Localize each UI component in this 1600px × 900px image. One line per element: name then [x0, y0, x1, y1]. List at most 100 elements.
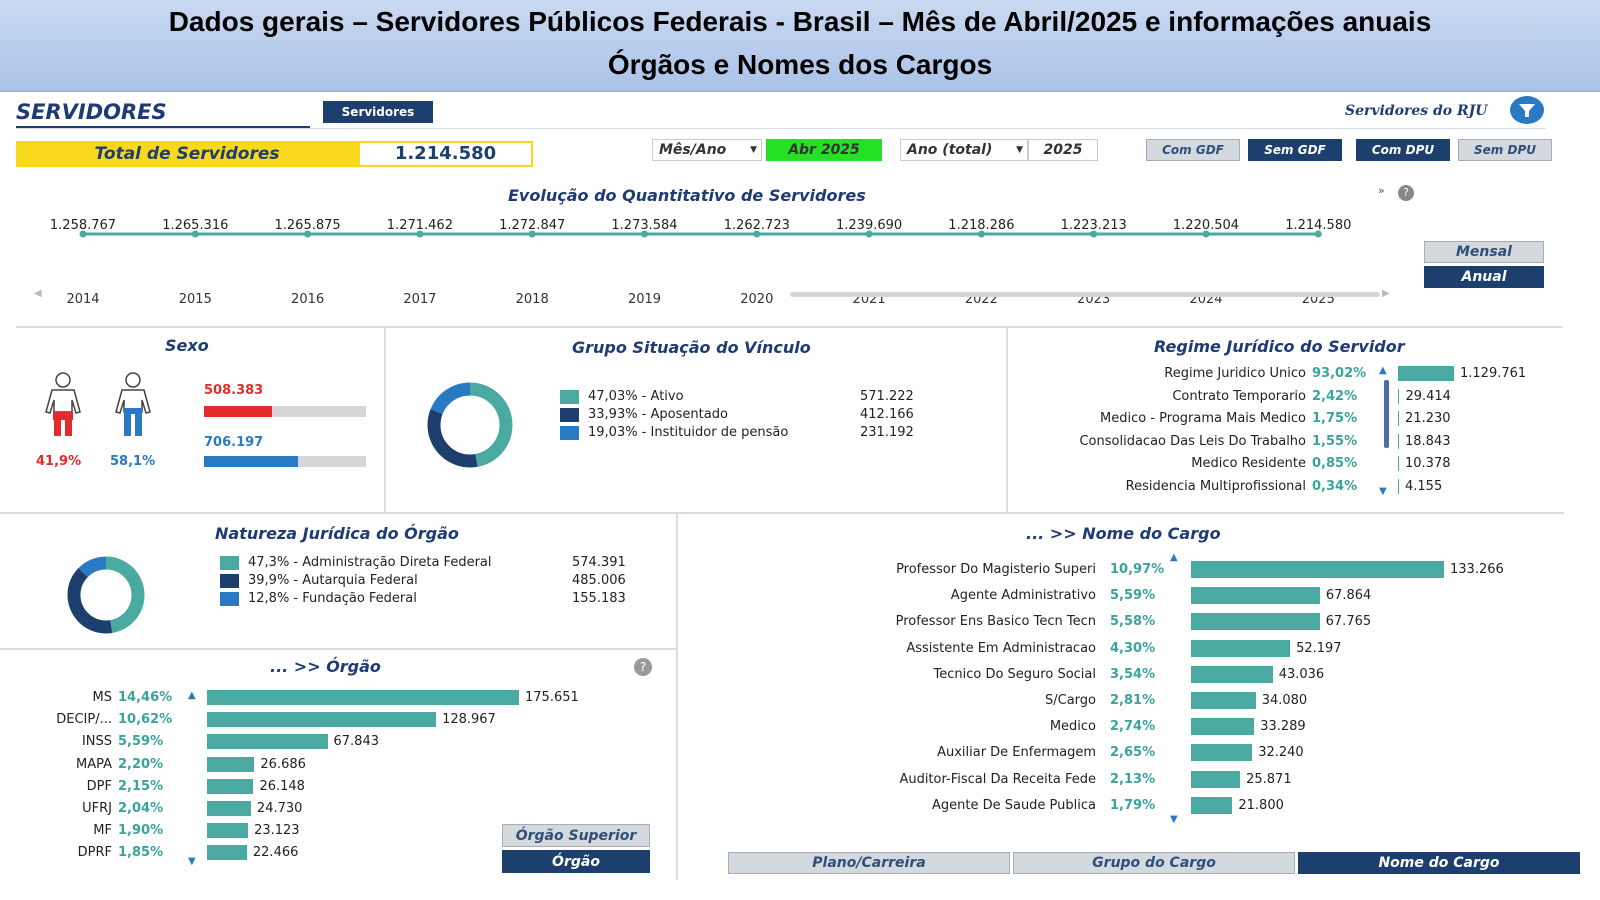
anual-button[interactable]: Anual — [1424, 266, 1544, 288]
data-label: 1.262.723 — [723, 218, 790, 233]
orgao-label: DPF — [86, 778, 112, 794]
regime-label: Consolidacao Das Leis Do Trabalho — [1079, 433, 1306, 449]
cargo-label: Agente De Saude Publica — [931, 797, 1096, 813]
mes-ano-value[interactable]: Abr 2025 — [766, 139, 882, 161]
row-divider — [16, 326, 1562, 328]
help-icon[interactable]: ? — [634, 658, 652, 676]
tab-grupo-cargo[interactable]: Grupo do Cargo — [1013, 852, 1295, 874]
male-icon — [110, 372, 156, 442]
regime-scrollbar[interactable] — [1384, 380, 1389, 448]
data-point[interactable] — [641, 230, 648, 238]
legend-label: 19,03% - Instituidor de pensão — [588, 425, 789, 440]
mes-ano-select[interactable]: Mês/Ano ▼ — [652, 139, 762, 161]
legend-value: 412.166 — [860, 407, 914, 422]
com-dpu-button[interactable]: Com DPU — [1356, 139, 1450, 161]
cargo-pct: 10,97% — [1110, 562, 1165, 577]
scroll-left-icon[interactable]: ◀ — [34, 288, 42, 299]
filter-icon[interactable] — [1510, 96, 1544, 124]
regime-pct: 0,34% — [1312, 478, 1358, 494]
orgao-pct: 5,59% — [118, 734, 164, 750]
data-point[interactable] — [416, 230, 424, 238]
scroll-down-icon[interactable]: ▼ — [1170, 814, 1178, 825]
scroll-up-icon[interactable]: ▲ — [1379, 365, 1387, 376]
help-icon[interactable]: ? — [1398, 185, 1414, 201]
orgao-label: INSS — [81, 734, 112, 750]
data-point[interactable] — [304, 230, 312, 238]
orgao-pct: 2,04% — [118, 801, 164, 816]
data-point[interactable] — [1090, 230, 1098, 238]
cargo-pct: 2,74% — [1110, 719, 1156, 735]
total-label: Total de Servidores — [16, 141, 358, 167]
legend-label: 47,3% - Administração Direta Federal — [248, 555, 492, 570]
cargo-value: 21.800 — [1238, 797, 1284, 813]
orgao-label: DPRF — [77, 845, 112, 861]
donut-slice[interactable] — [427, 382, 513, 468]
data-point[interactable] — [191, 230, 199, 238]
donut-slice[interactable] — [427, 382, 513, 468]
scroll-up-icon[interactable]: ▲ — [1170, 552, 1178, 563]
scroll-down-icon[interactable]: ▼ — [1379, 486, 1387, 497]
scroll-down-icon[interactable]: ▼ — [188, 856, 196, 867]
bar — [1191, 692, 1256, 709]
data-point[interactable] — [1202, 230, 1210, 238]
tab-servidores[interactable]: Servidores — [323, 101, 433, 123]
natureza-donut — [67, 556, 145, 634]
legend-value: 571.222 — [860, 389, 914, 404]
bar — [1398, 388, 1400, 404]
data-label: 1.214.580 — [1285, 218, 1352, 233]
orgao-label: DECIP/... — [56, 712, 112, 728]
orgao-title: ... >> Órgão — [270, 657, 381, 676]
ano-value[interactable]: 2025 — [1028, 139, 1098, 161]
legend-value: 231.192 — [860, 425, 914, 440]
data-point[interactable] — [79, 230, 87, 238]
orgao-pct: 1,85% — [118, 845, 164, 861]
scroll-up-icon[interactable]: ▲ — [188, 690, 196, 701]
data-label: 1.239.690 — [836, 218, 903, 233]
mensal-button[interactable]: Mensal — [1424, 241, 1544, 263]
sem-gdf-button[interactable]: Sem GDF — [1248, 139, 1342, 161]
natureza-legend: 47,3% - Administração Direta Federal 574.… — [220, 555, 640, 616]
orgao-pct: 10,62% — [118, 712, 173, 728]
expand-icon[interactable]: » — [1378, 184, 1385, 197]
legend-value: 574.391 — [572, 555, 626, 570]
orgao-button[interactable]: Órgão — [502, 850, 650, 873]
data-point[interactable] — [865, 230, 873, 238]
orgao-value: 23.123 — [254, 823, 300, 839]
orgao-label: MS — [92, 690, 112, 705]
col-divider — [1006, 326, 1008, 514]
chevron-down-icon: ▼ — [1016, 145, 1023, 155]
timeline-scrollbar[interactable] — [790, 292, 1380, 297]
tab-plano-carreira[interactable]: Plano/Carreira — [728, 852, 1010, 874]
legend-value: 485.006 — [572, 573, 626, 588]
data-point[interactable] — [528, 230, 536, 238]
regime-value: 21.230 — [1405, 411, 1451, 426]
regime-label: Medico - Programa Mais Medico — [1100, 411, 1306, 426]
orgao-superior-button[interactable]: Órgão Superior — [502, 824, 650, 847]
cargo-title: ... >> Nome do Cargo — [1026, 524, 1221, 543]
donut-slice[interactable] — [67, 556, 145, 634]
data-point[interactable] — [753, 230, 761, 238]
row-divider — [0, 648, 676, 650]
cargo-value: 67.765 — [1325, 614, 1372, 630]
orgao-value: 175.651 — [525, 690, 579, 705]
x-tick-label: 2015 — [178, 292, 212, 307]
regime-title: Regime Jurídico do Servidor — [1154, 337, 1405, 356]
page-title: SERVIDORES — [16, 100, 167, 124]
data-point[interactable] — [1314, 230, 1322, 238]
com-gdf-button[interactable]: Com GDF — [1146, 139, 1240, 161]
donut-slice[interactable] — [67, 556, 145, 634]
cargo-label: Professor Ens Basico Tecn Tecn — [895, 614, 1096, 630]
female-pct: 41,9% — [36, 454, 82, 469]
scroll-right-icon[interactable]: ▶ — [1382, 288, 1390, 299]
sem-dpu-button[interactable]: Sem DPU — [1458, 139, 1552, 161]
banner-subtitle: Órgãos e Nomes dos Cargos — [607, 49, 993, 80]
bar — [1191, 744, 1253, 762]
male-value: 706.197 — [204, 435, 264, 450]
data-label: 1.265.875 — [274, 218, 341, 233]
tab-nome-cargo[interactable]: Nome do Cargo — [1298, 852, 1580, 874]
data-point[interactable] — [977, 230, 985, 238]
cargo-pct: 2,81% — [1110, 693, 1156, 708]
page-banner: Dados gerais – Servidores Públicos Feder… — [0, 0, 1600, 92]
ano-select[interactable]: Ano (total) ▼ — [900, 139, 1028, 161]
banner-title: Dados gerais – Servidores Públicos Feder… — [168, 6, 1432, 37]
